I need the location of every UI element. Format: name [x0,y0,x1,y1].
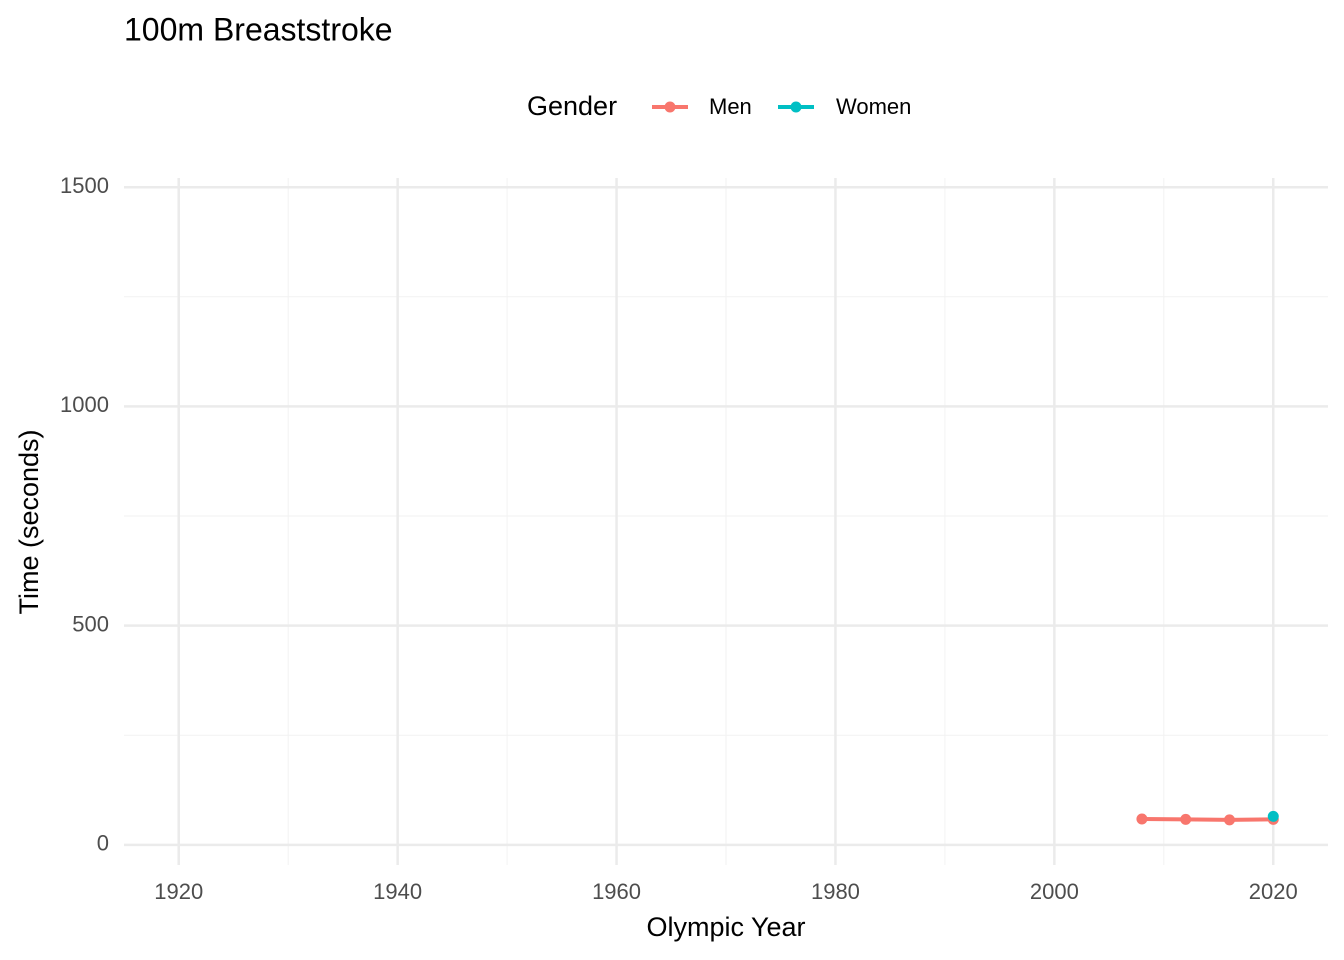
x-tick-label: 1920 [154,879,203,904]
legend-dot [664,101,676,113]
x-tick-label: 2020 [1249,879,1298,904]
y-tick-label: 1500 [60,173,109,198]
legend-dot [790,101,802,113]
x-tick-label: 2000 [1030,879,1079,904]
y-axis-label: Time (seconds) [14,429,44,614]
data-point [1223,814,1235,826]
data-point [1267,810,1279,822]
data-point [1136,813,1148,825]
chart-title: 100m Breaststroke [124,11,393,47]
x-axis-label: Olympic Year [646,912,805,942]
x-tick-label: 1940 [373,879,422,904]
y-tick-label: 1000 [60,392,109,417]
data-point [1180,813,1192,825]
y-tick-label: 0 [97,831,109,856]
x-tick-label: 1960 [592,879,641,904]
legend-label: Men [709,94,752,119]
legend-label: Women [836,94,911,119]
grid [124,178,1328,865]
legend-title: Gender [527,91,617,121]
x-tick-label: 1980 [811,879,860,904]
series-line [1141,816,1274,822]
y-tick-label: 500 [72,611,109,636]
